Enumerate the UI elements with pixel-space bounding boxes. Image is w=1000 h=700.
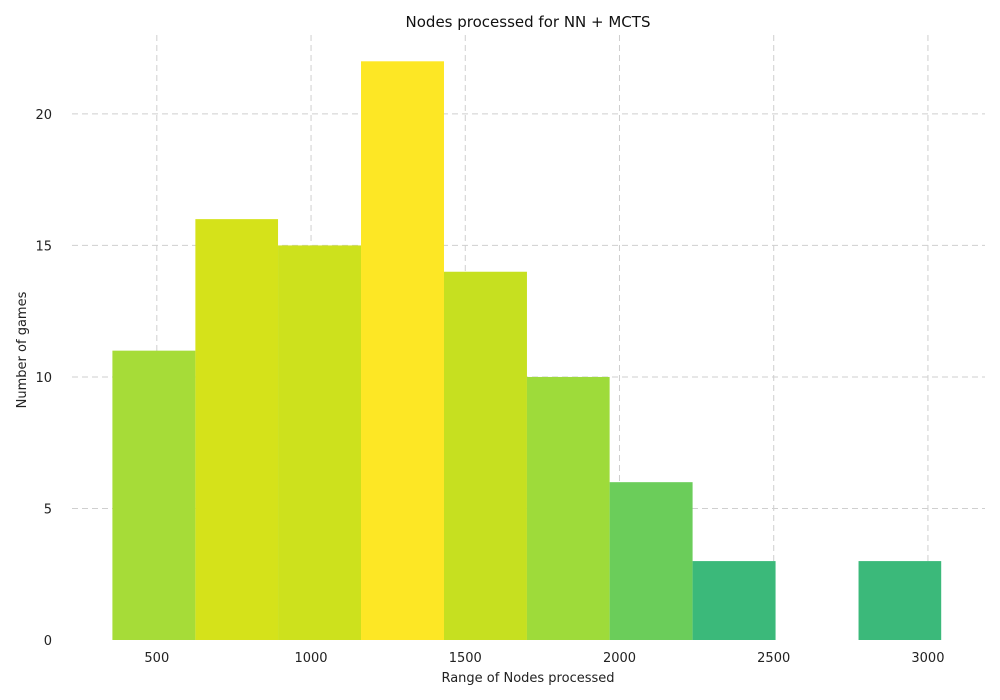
histogram-bar [609, 482, 693, 640]
bars [112, 61, 942, 641]
x-tick-label: 1500 [449, 651, 482, 666]
x-tick-labels: 500 1000 1500 2000 2500 3000 [144, 651, 944, 666]
x-tick-label: 500 [144, 651, 169, 666]
histogram-bar [692, 561, 776, 640]
y-tick-labels: 0 5 10 15 20 [35, 108, 52, 649]
x-axis-label: Range of Nodes processed [441, 671, 614, 686]
y-tick-label: 20 [35, 108, 52, 123]
histogram-bar [361, 61, 444, 641]
y-axis-label: Number of games [15, 291, 30, 408]
histogram-bar [112, 350, 196, 640]
histogram-bar [443, 271, 527, 640]
x-tick-label: 3000 [911, 651, 944, 666]
chart-title: Nodes processed for NN + MCTS [406, 13, 651, 31]
histogram-bar [858, 561, 942, 640]
y-tick-label: 15 [35, 239, 52, 254]
y-tick-label: 10 [35, 371, 52, 386]
histogram-bar [195, 219, 279, 640]
x-tick-label: 1000 [294, 651, 327, 666]
histogram-bar [278, 245, 362, 640]
y-tick-label: 5 [44, 502, 52, 517]
x-tick-label: 2500 [757, 651, 790, 666]
y-tick-label: 0 [44, 634, 52, 649]
x-tick-label: 2000 [603, 651, 636, 666]
histogram-bar [526, 376, 610, 640]
